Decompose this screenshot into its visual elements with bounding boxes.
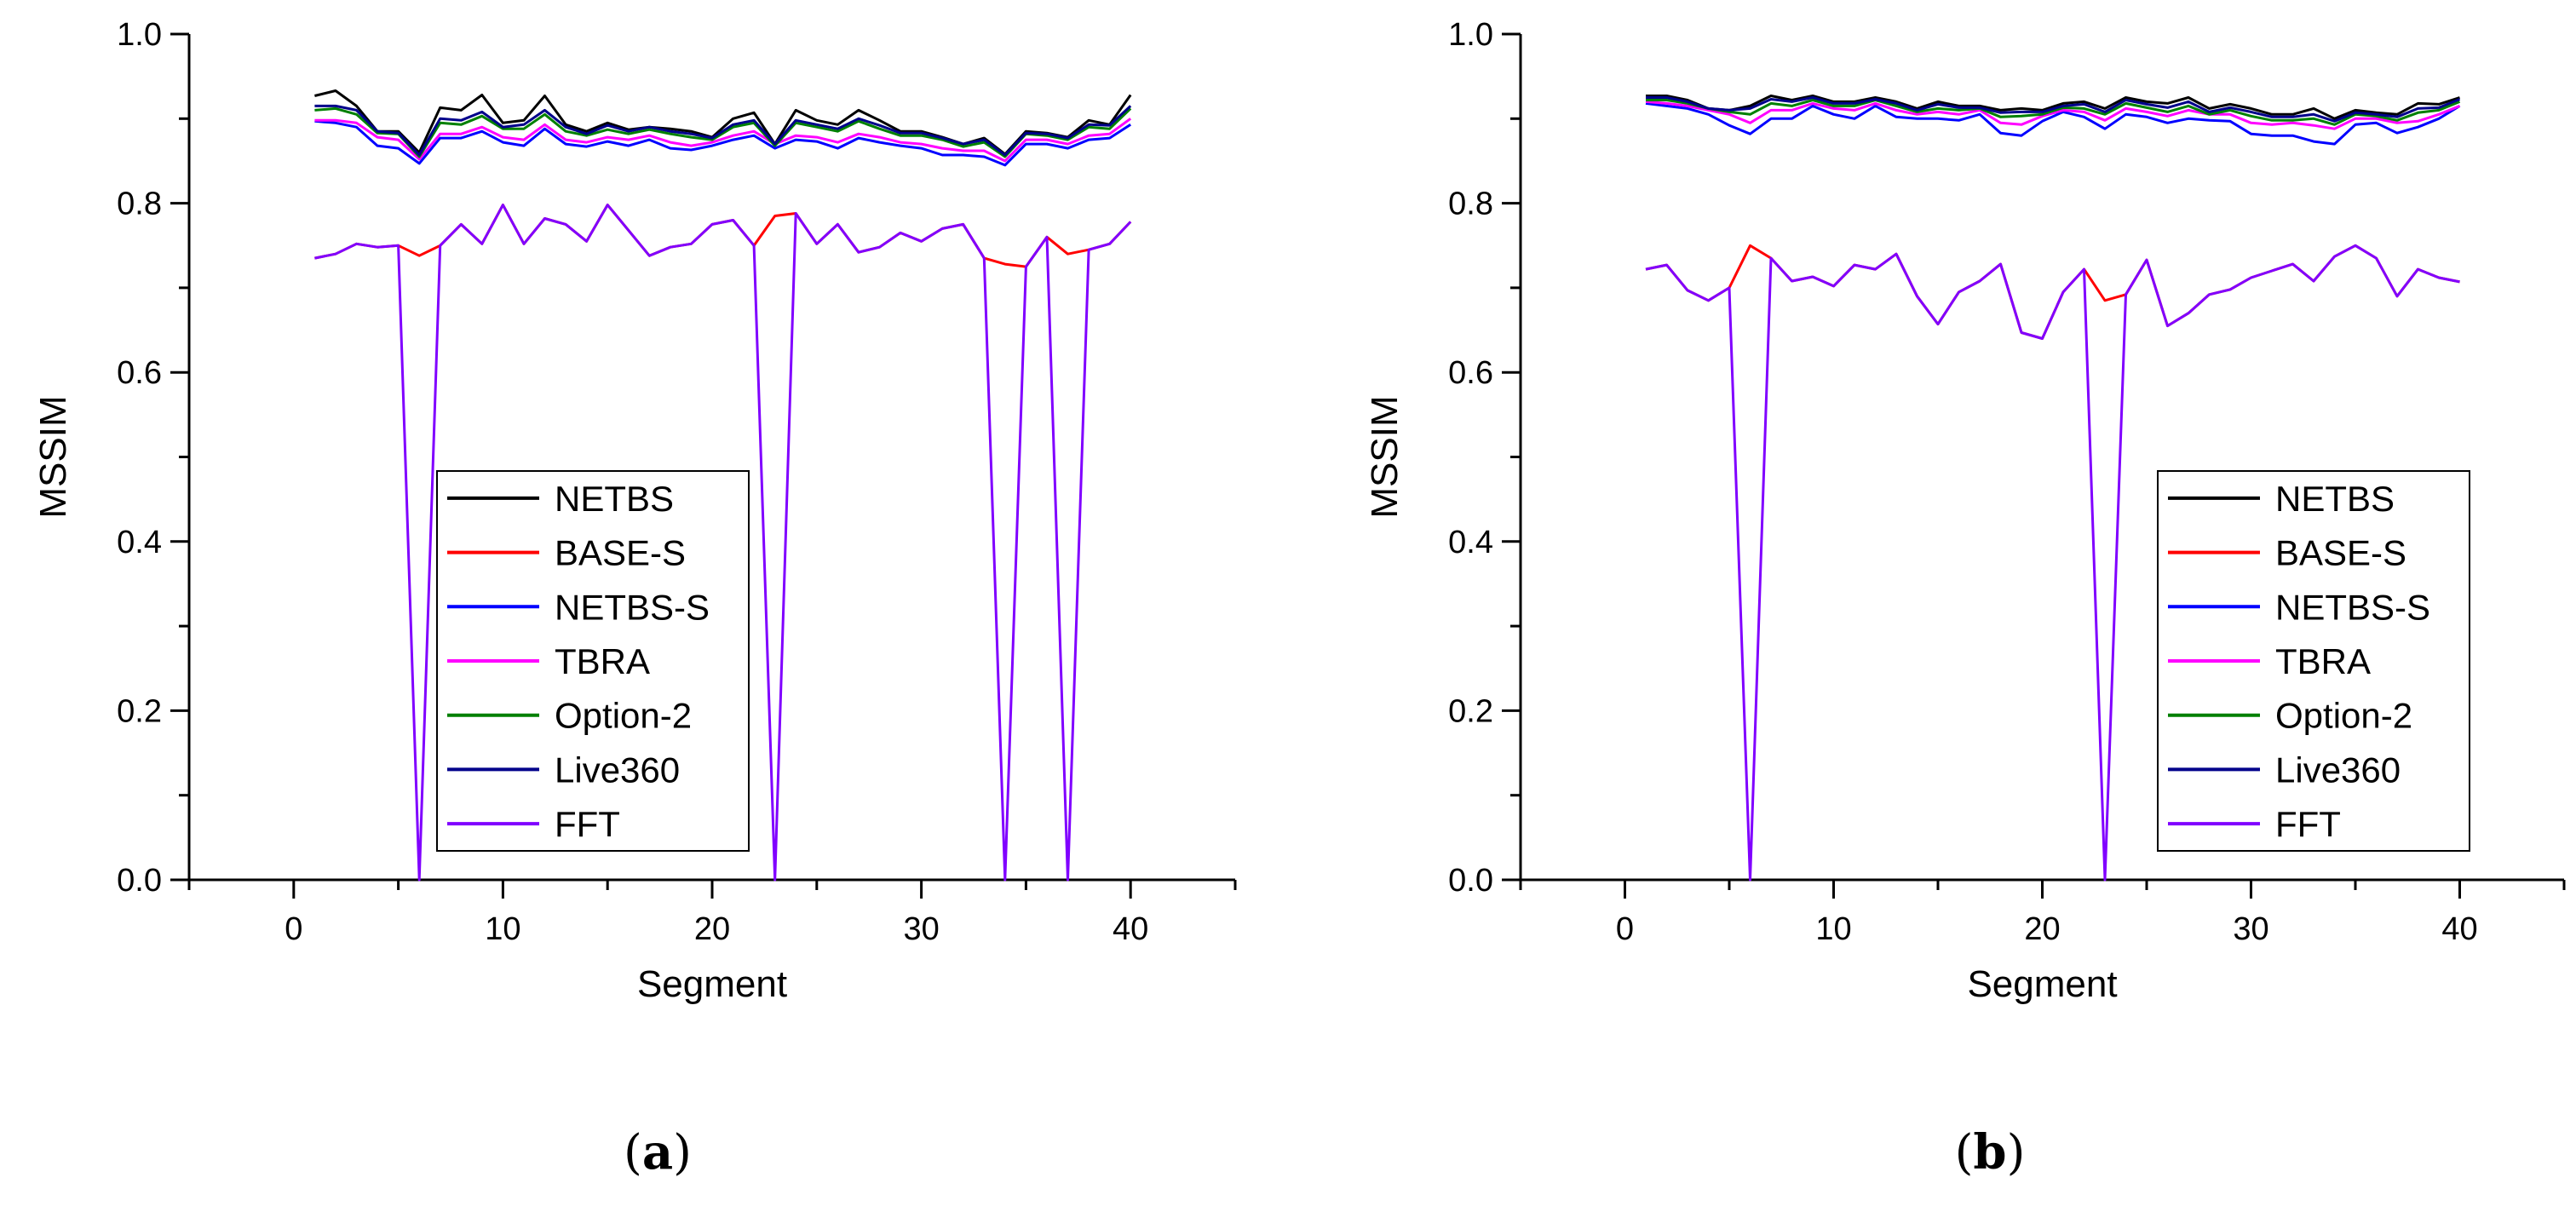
legend-label: Live360 <box>555 750 680 790</box>
legend-label: FFT <box>2275 804 2341 844</box>
panel-a-label: a <box>641 1124 674 1180</box>
y-tick-label: 0.2 <box>117 693 162 729</box>
legend: NETBS BASE-S NETBS-S TBRA Option-2 Live360 FFT <box>436 470 750 852</box>
series-line-netbs-s <box>1645 101 2461 146</box>
legend-label: NETBS <box>2275 479 2395 519</box>
series-line-tbra <box>1645 100 2461 130</box>
chart-panel-a: 0 10 20 30 40 0.0 0.2 0.4 0.6 0.8 1.0 Segment MSSIM N… <box>32 17 1237 1005</box>
y-tick-label: 0.0 <box>1448 863 1493 899</box>
x-tick-label: 40 <box>2441 911 2477 947</box>
x-tick-label: 20 <box>2024 911 2060 947</box>
x-tick-label: 30 <box>903 911 939 947</box>
y-tick-label: 1.0 <box>1448 17 1493 53</box>
series-line-option-2 <box>1646 99 2461 126</box>
series-line-netbs-s <box>314 119 1132 167</box>
x-tick-label: 10 <box>1815 911 1851 947</box>
legend-label: Option-2 <box>2275 696 2412 736</box>
x-tick-label: 20 <box>694 911 730 947</box>
legend-label: BASE-S <box>2275 533 2406 573</box>
y-tick-label: 0.8 <box>117 187 162 222</box>
series-line-tbra <box>314 118 1132 163</box>
legend-label: FFT <box>555 804 620 844</box>
x-tick-label: 0 <box>285 911 302 947</box>
legend-label: TBRA <box>555 641 650 681</box>
x-tick-label: 0 <box>1616 911 1634 947</box>
panel-b-label: b <box>1973 1124 2007 1180</box>
series-line-fft <box>314 204 1132 882</box>
y-tick-label: 0.4 <box>1448 525 1493 560</box>
series-line-netbs <box>1646 95 2460 120</box>
x-axis-label: Segment <box>1967 963 2117 1005</box>
x-tick-label: 40 <box>1113 911 1148 947</box>
series-line-base-s <box>314 204 1132 268</box>
series-line-fft <box>1645 244 2460 882</box>
y-tick-label: 1.0 <box>117 17 162 53</box>
x-tick-label: 10 <box>485 911 520 947</box>
legend-label: NETBS-S <box>555 587 710 627</box>
series-line-live360 <box>314 104 1132 157</box>
y-tick-label: 0.4 <box>117 525 162 560</box>
panel-a-caption: (a) <box>623 1124 692 1180</box>
y-tick-label: 0.8 <box>1448 187 1493 222</box>
x-axis-label: Segment <box>637 963 787 1005</box>
legend-label: NETBS-S <box>2275 587 2430 627</box>
x-tick-label: 30 <box>2233 911 2268 947</box>
legend-label: TBRA <box>2275 641 2371 681</box>
legend-label: Live360 <box>2275 750 2401 790</box>
legend-label: Option-2 <box>555 696 692 736</box>
series-line-live360 <box>1646 96 2461 123</box>
y-tick-label: 0.6 <box>1448 355 1493 391</box>
chart-panel-b: 0 10 20 30 40 0.0 0.2 0.4 0.6 0.8 1.0 Segment MSSIM N… <box>1364 17 2566 1005</box>
panel-b-caption: (b) <box>1954 1124 2026 1180</box>
y-axis-label: MSSIM <box>32 395 74 518</box>
y-tick-label: 0.2 <box>1448 693 1493 729</box>
y-tick-label: 0.6 <box>117 355 162 391</box>
legend-label: BASE-S <box>555 533 686 573</box>
y-axis-label: MSSIM <box>1364 395 1406 518</box>
legend: NETBS BASE-S NETBS-S TBRA Option-2 Live360 FFT <box>2157 470 2470 852</box>
series-line-option-2 <box>314 106 1132 158</box>
y-tick-label: 0.0 <box>117 863 162 899</box>
legend-label: NETBS <box>555 479 674 519</box>
